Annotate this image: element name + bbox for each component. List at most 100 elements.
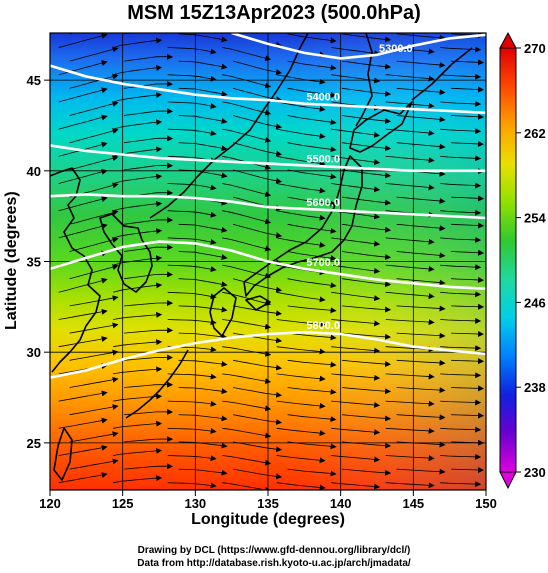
streamline xyxy=(451,358,485,365)
streamline xyxy=(451,195,485,202)
colorbar-top-triangle xyxy=(499,31,517,49)
streamline xyxy=(58,417,108,429)
streamline xyxy=(232,115,283,130)
streamline xyxy=(287,468,337,477)
x-tick-label: 135 xyxy=(257,496,279,511)
streamline xyxy=(331,427,381,436)
streamline xyxy=(222,346,272,357)
streamline xyxy=(167,264,217,273)
streamline xyxy=(440,128,482,135)
streamline xyxy=(178,468,228,476)
streamline xyxy=(276,400,326,409)
streamline xyxy=(113,119,163,130)
streamline xyxy=(331,291,381,302)
streamline xyxy=(396,223,446,232)
streamline xyxy=(342,223,392,233)
streamline xyxy=(178,332,228,340)
streamline xyxy=(167,101,217,109)
streamline xyxy=(440,481,482,488)
streamline xyxy=(396,251,446,259)
streamline xyxy=(124,327,174,334)
contour-line xyxy=(50,144,486,173)
streamline xyxy=(385,319,435,326)
coastline-asia-mainland xyxy=(50,167,101,373)
streamline xyxy=(69,155,119,171)
streamline xyxy=(222,128,272,143)
streamline xyxy=(167,319,217,326)
x-tick-label: 140 xyxy=(330,496,352,511)
streamline xyxy=(113,311,163,320)
streamline xyxy=(451,86,485,93)
streamline xyxy=(342,278,392,288)
streamline xyxy=(178,278,228,288)
colorbar-tick-label: 246 xyxy=(524,295,546,310)
streamline xyxy=(385,400,435,407)
streamline xyxy=(385,373,435,380)
streamline xyxy=(287,359,337,368)
streamline xyxy=(331,482,381,490)
streamline xyxy=(113,200,163,212)
streamline xyxy=(396,414,446,421)
streamline xyxy=(178,60,228,70)
streamline xyxy=(58,308,108,320)
contour-line xyxy=(231,33,486,60)
streamline xyxy=(113,64,163,76)
y-tick-label: 45 xyxy=(27,73,41,88)
streamline xyxy=(276,128,326,140)
data-credit: Data from http://database.rish.kyoto-u.a… xyxy=(137,558,411,569)
streamline xyxy=(451,249,485,256)
streamline xyxy=(113,447,163,456)
streamline xyxy=(233,468,283,480)
streamline xyxy=(69,46,119,62)
streamline xyxy=(124,436,174,443)
streamline xyxy=(178,223,228,233)
streamline xyxy=(276,101,326,112)
streamline xyxy=(331,183,381,193)
streamline xyxy=(331,264,381,274)
streamline xyxy=(167,210,217,218)
streamline xyxy=(440,426,482,433)
y-axis-label: Latitude (degrees) xyxy=(3,191,20,330)
streamline xyxy=(287,223,337,234)
x-axis-label: Longitude (degrees) xyxy=(191,511,345,528)
contour-line xyxy=(50,330,486,379)
drawing-credit: Drawing by DCL (https://www.gfd-dennou.o… xyxy=(137,545,411,556)
streamline xyxy=(113,173,163,184)
contour-label: 5700.0 xyxy=(306,257,340,269)
streamline xyxy=(167,47,217,55)
streamline xyxy=(222,183,272,198)
streamline xyxy=(287,196,337,207)
streamline xyxy=(440,73,482,80)
streamline xyxy=(287,387,337,395)
streamline xyxy=(232,278,283,293)
streamline xyxy=(331,319,381,327)
y-tick-labels: 25 30 35 40 45 xyxy=(27,73,41,451)
streamline xyxy=(342,115,392,124)
streamline xyxy=(342,142,392,152)
streamline xyxy=(124,354,174,361)
streamline xyxy=(331,400,381,408)
streamline xyxy=(276,74,326,85)
streamline xyxy=(287,87,337,98)
y-tick-label: 25 xyxy=(27,436,41,451)
streamline xyxy=(69,295,119,307)
streamline xyxy=(167,373,217,380)
streamline xyxy=(331,128,381,138)
streamline xyxy=(113,255,163,266)
y-tick-label: 35 xyxy=(27,255,41,270)
streamline xyxy=(167,237,217,245)
streamline xyxy=(58,168,108,184)
contour-label: 5300.0 xyxy=(379,43,413,55)
streamline xyxy=(178,142,228,152)
streamline xyxy=(276,291,326,303)
streamline xyxy=(440,46,482,53)
streamline xyxy=(124,300,174,307)
streamline xyxy=(69,73,119,89)
map-title: MSM 15Z13Apr2023 (500.0hPa) xyxy=(127,2,421,24)
streamline xyxy=(440,372,482,379)
x-tick-label: 120 xyxy=(39,496,61,511)
streamline xyxy=(232,142,283,157)
streamline xyxy=(222,455,272,466)
streamline xyxy=(287,251,337,262)
